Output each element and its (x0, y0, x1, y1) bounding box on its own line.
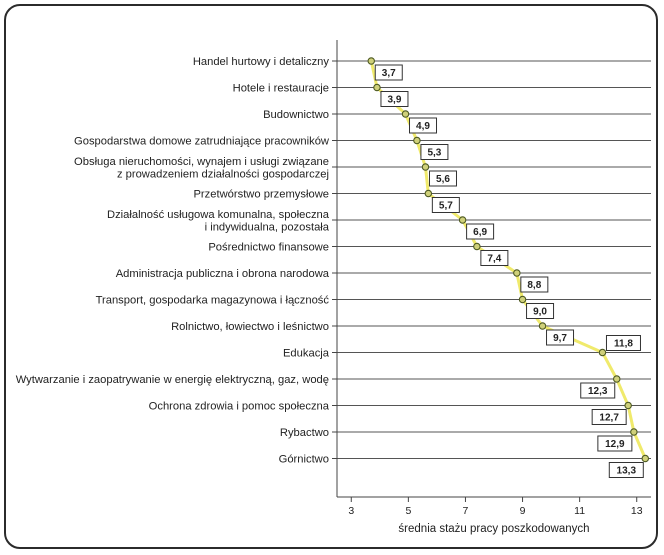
data-point (473, 242, 481, 251)
data-label: 5,6 (436, 174, 450, 185)
data-point (373, 83, 381, 92)
data-label-box (597, 435, 633, 452)
data-point (624, 401, 632, 410)
data-label: 5,3 (427, 148, 441, 159)
x-tick-label: 5 (405, 505, 411, 517)
data-point (413, 136, 421, 145)
data-label: 12,7 (599, 413, 619, 424)
data-points (367, 57, 650, 463)
category-label: Przetwórstwo przemysłowe (193, 189, 329, 201)
data-point (641, 454, 650, 463)
data-point (612, 375, 621, 383)
data-label: 12,3 (588, 386, 608, 397)
data-label-box (546, 329, 575, 346)
x-axis-title: średnia stażu pracy poszkodowanych (398, 523, 589, 535)
category-label: Ochrona zdrowia i pomoc społeczna (149, 401, 330, 413)
category-label: Rolnictwo, łowiectwo i leśnictwo (171, 321, 329, 333)
data-label: 7,4 (487, 254, 501, 265)
data-point (513, 269, 521, 277)
data-point (421, 163, 430, 171)
data-label-box (526, 303, 555, 319)
data-label-box (591, 409, 627, 425)
data-label-box (480, 250, 509, 266)
x-tick-label: 9 (520, 505, 526, 517)
data-label-box (420, 144, 449, 160)
data-label-box (409, 117, 438, 134)
category-label: Górnictwo (279, 454, 329, 466)
data-label: 5,7 (439, 201, 453, 212)
category-labels: Handel hurtowy i detaliczny Hotele i rest… (16, 56, 330, 466)
category-label: Pośrednictwo finansowe (208, 242, 329, 254)
data-label: 11,8 (614, 339, 633, 350)
data-point (598, 348, 607, 357)
data-label: 9,7 (553, 333, 567, 344)
gridlines (337, 60, 651, 459)
category-label: Hotele i restauracje (233, 83, 329, 95)
data-label-box (580, 382, 616, 399)
category-label: Transport, gospodarka magazynowa i łączn… (96, 295, 330, 307)
category-label: Wytwarzanie i zaopatrywanie w energię el… (16, 374, 329, 386)
data-label: 3,9 (388, 95, 402, 106)
data-label: 13,3 (617, 466, 637, 477)
y-axis (332, 40, 338, 497)
data-point (518, 295, 527, 304)
data-label-box (374, 64, 403, 81)
data-point (538, 322, 547, 330)
category-label: Edukacja (283, 348, 330, 360)
data-label-box (380, 91, 409, 107)
data-point (458, 216, 467, 224)
data-label-box (520, 276, 549, 293)
data-label: 6,9 (473, 227, 487, 238)
category-label: Działalność usługowa komunalna, społeczn… (107, 209, 330, 234)
x-tick-label: 7 (463, 505, 469, 517)
data-label-box (431, 197, 460, 213)
data-label: 12,9 (605, 439, 625, 450)
data-point (424, 189, 433, 198)
x-tick-label: 3 (348, 505, 354, 517)
data-labels: 3,7 3,9 4,9 5,3 5,6 5,7 6,9 7,4 8,8 9,0 9,7 11,8 12,… (374, 64, 644, 478)
data-label-box (466, 223, 495, 240)
data-label: 3,7 (382, 68, 396, 79)
data-label-box (608, 462, 644, 478)
data-label: 9,0 (533, 307, 547, 318)
data-label: 8,8 (527, 280, 541, 291)
data-point (367, 57, 376, 65)
category-label: Budownictwo (263, 109, 329, 121)
x-tick-label: 11 (574, 505, 585, 517)
data-point (630, 428, 638, 436)
category-label: Gospodarstwa domowe zatrudniające pracow… (74, 136, 330, 148)
x-tick-label: 13 (631, 505, 643, 517)
category-label: Administracja publiczna i obrona narodow… (116, 268, 330, 280)
category-label: Handel hurtowy i detaliczny (193, 56, 330, 68)
x-axis: 3 5 7 9 11 13 (337, 496, 651, 517)
category-label: Obsługa nieruchomości, wynajem i usługi … (74, 156, 329, 181)
data-label-box (605, 335, 641, 351)
data-label: 4,9 (416, 121, 430, 132)
data-point (401, 110, 410, 118)
category-label: Rybactwo (280, 427, 329, 439)
data-label-box (428, 170, 457, 187)
